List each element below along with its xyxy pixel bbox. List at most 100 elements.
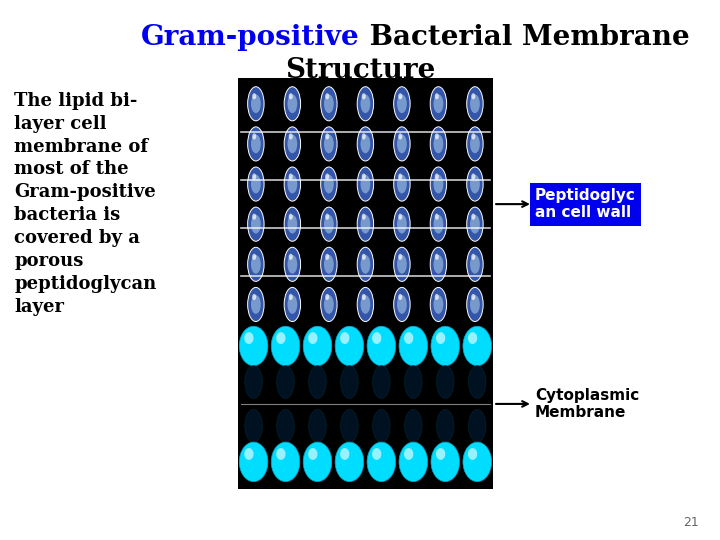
Ellipse shape [248,127,264,161]
Ellipse shape [467,127,483,161]
Ellipse shape [271,442,300,482]
Ellipse shape [361,215,370,234]
Ellipse shape [472,294,475,300]
Ellipse shape [324,94,334,113]
Ellipse shape [324,174,334,193]
Ellipse shape [361,133,366,139]
Ellipse shape [436,409,454,442]
Ellipse shape [361,174,370,193]
Ellipse shape [357,207,374,241]
Ellipse shape [467,207,483,241]
Ellipse shape [398,133,402,139]
Ellipse shape [431,326,459,366]
Ellipse shape [367,326,396,366]
Ellipse shape [245,366,262,399]
Ellipse shape [470,174,480,193]
Ellipse shape [433,215,444,234]
Ellipse shape [289,93,293,99]
Ellipse shape [335,326,364,366]
Ellipse shape [287,295,297,314]
Ellipse shape [468,448,477,460]
Ellipse shape [308,332,318,344]
Ellipse shape [361,134,370,153]
Ellipse shape [397,174,407,193]
Ellipse shape [239,326,268,366]
Ellipse shape [325,173,329,180]
Ellipse shape [436,332,445,344]
Ellipse shape [325,294,329,300]
Ellipse shape [284,167,300,201]
Ellipse shape [244,448,253,460]
Ellipse shape [357,247,374,281]
Ellipse shape [394,167,410,201]
Ellipse shape [252,133,256,139]
Ellipse shape [397,215,407,234]
Ellipse shape [468,332,477,344]
Ellipse shape [289,214,293,220]
Ellipse shape [251,255,261,274]
Ellipse shape [324,255,334,274]
Ellipse shape [324,295,334,314]
Ellipse shape [433,134,444,153]
Text: Peptidoglyc
an cell wall: Peptidoglyc an cell wall [535,188,636,220]
Ellipse shape [436,366,454,399]
Ellipse shape [431,287,446,321]
Ellipse shape [431,247,446,281]
Ellipse shape [372,448,382,460]
Text: Cytoplasmic
Membrane: Cytoplasmic Membrane [535,388,639,420]
Ellipse shape [433,295,444,314]
Ellipse shape [397,255,407,274]
Ellipse shape [397,295,407,314]
Ellipse shape [252,173,256,180]
Ellipse shape [276,409,294,442]
Ellipse shape [433,174,444,193]
Ellipse shape [289,294,293,300]
Ellipse shape [303,326,332,366]
Ellipse shape [287,215,297,234]
Ellipse shape [470,295,480,314]
Ellipse shape [284,87,300,121]
Ellipse shape [463,442,492,482]
Ellipse shape [435,294,438,300]
Ellipse shape [398,173,402,180]
Ellipse shape [435,93,438,99]
Ellipse shape [252,214,256,220]
Ellipse shape [271,326,300,366]
Ellipse shape [251,174,261,193]
Ellipse shape [361,214,366,220]
Ellipse shape [341,366,359,399]
Ellipse shape [470,94,480,113]
Ellipse shape [245,409,262,442]
Ellipse shape [276,366,294,399]
Ellipse shape [325,254,329,260]
Ellipse shape [394,127,410,161]
Ellipse shape [470,255,480,274]
Ellipse shape [431,442,459,482]
Ellipse shape [372,409,390,442]
Ellipse shape [320,167,337,201]
Ellipse shape [251,94,261,113]
Ellipse shape [361,254,366,260]
FancyBboxPatch shape [238,78,493,489]
Ellipse shape [361,295,370,314]
Ellipse shape [472,93,475,99]
Ellipse shape [357,287,374,321]
Ellipse shape [472,254,475,260]
Ellipse shape [431,87,446,121]
Ellipse shape [404,332,413,344]
Ellipse shape [320,287,337,321]
Ellipse shape [472,173,475,180]
Ellipse shape [325,214,329,220]
Ellipse shape [303,442,332,482]
Ellipse shape [309,409,326,442]
Ellipse shape [335,442,364,482]
Ellipse shape [394,247,410,281]
Ellipse shape [289,133,293,139]
Ellipse shape [248,87,264,121]
Ellipse shape [398,254,402,260]
Ellipse shape [435,214,438,220]
Ellipse shape [398,294,402,300]
Ellipse shape [394,87,410,121]
Ellipse shape [287,255,297,274]
Ellipse shape [284,287,300,321]
